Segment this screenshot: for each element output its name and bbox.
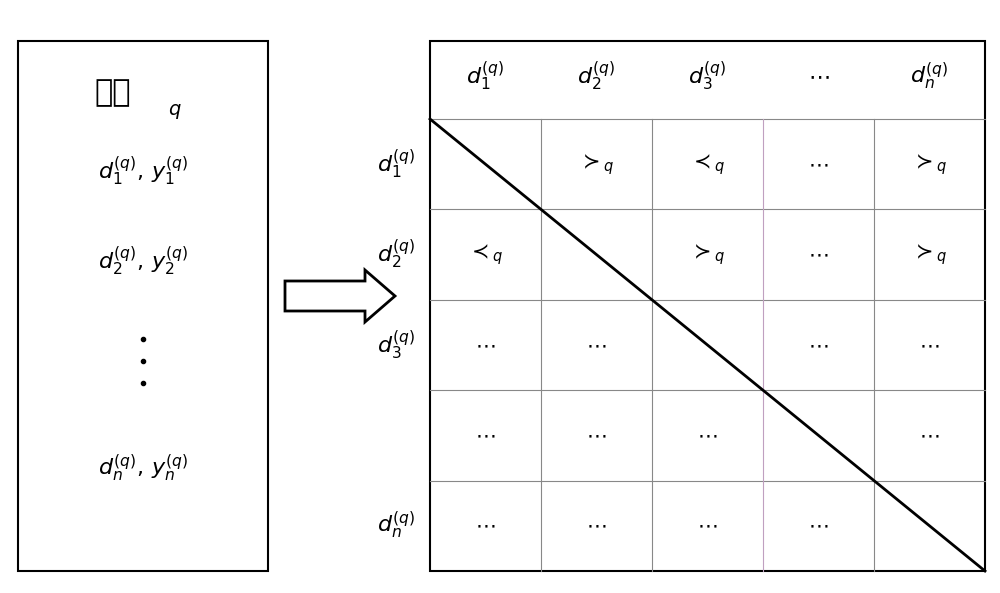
Text: $d_1^{(q)}$: $d_1^{(q)}$ [466,59,505,93]
Text: $\cdots$: $\cdots$ [808,66,829,86]
Text: $\cdots$: $\cdots$ [586,516,607,536]
Text: $\cdots$: $\cdots$ [586,335,607,355]
Text: $\cdots$: $\cdots$ [697,425,718,445]
Text: $\succ_q$: $\succ_q$ [689,242,726,267]
Text: $\succ_q$: $\succ_q$ [911,242,948,267]
Text: $\cdots$: $\cdots$ [919,425,940,445]
Text: $\cdots$: $\cdots$ [808,244,829,264]
Bar [430,41,985,571]
Text: $d_2^{(q)}$: $d_2^{(q)}$ [377,238,415,272]
Text: $d_3^{(q)}$: $d_3^{(q)}$ [377,328,415,362]
Text: $d_n^{(q)},\,y_n^{(q)}$: $d_n^{(q)},\,y_n^{(q)}$ [98,452,188,484]
Text: $d_3^{(q)}$: $d_3^{(q)}$ [688,59,727,93]
Text: $d_n^{(q)}$: $d_n^{(q)}$ [377,510,415,541]
Text: $q$: $q$ [168,101,182,120]
Text: $\cdots$: $\cdots$ [919,335,940,355]
Text: $\cdots$: $\cdots$ [475,516,496,536]
Text: $\cdots$: $\cdots$ [808,516,829,536]
Text: $\cdots$: $\cdots$ [475,335,496,355]
Text: $\cdots$: $\cdots$ [586,425,607,445]
Text: $d_2^{(q)}$: $d_2^{(q)}$ [577,59,616,93]
Text: 查询: 查询 [95,78,131,107]
Text: $d_1^{(q)},\,y_1^{(q)}$: $d_1^{(q)},\,y_1^{(q)}$ [98,154,188,188]
Text: $\cdots$: $\cdots$ [697,516,718,536]
Text: $d_2^{(q)},\,y_2^{(q)}$: $d_2^{(q)},\,y_2^{(q)}$ [98,244,188,278]
Text: $\cdots$: $\cdots$ [475,425,496,445]
Text: $d_n^{(q)}$: $d_n^{(q)}$ [910,60,949,92]
Text: $\cdots$: $\cdots$ [808,335,829,355]
Text: $d_1^{(q)}$: $d_1^{(q)}$ [377,148,415,181]
Bar [18,41,268,571]
Text: $\prec_q$: $\prec_q$ [689,152,726,177]
Text: $\cdots$: $\cdots$ [808,154,829,174]
Text: $\succ_q$: $\succ_q$ [911,152,948,177]
Text: $\succ_q$: $\succ_q$ [578,152,615,177]
Text: $\prec_q$: $\prec_q$ [467,242,504,267]
FancyArrow shape [285,270,395,322]
